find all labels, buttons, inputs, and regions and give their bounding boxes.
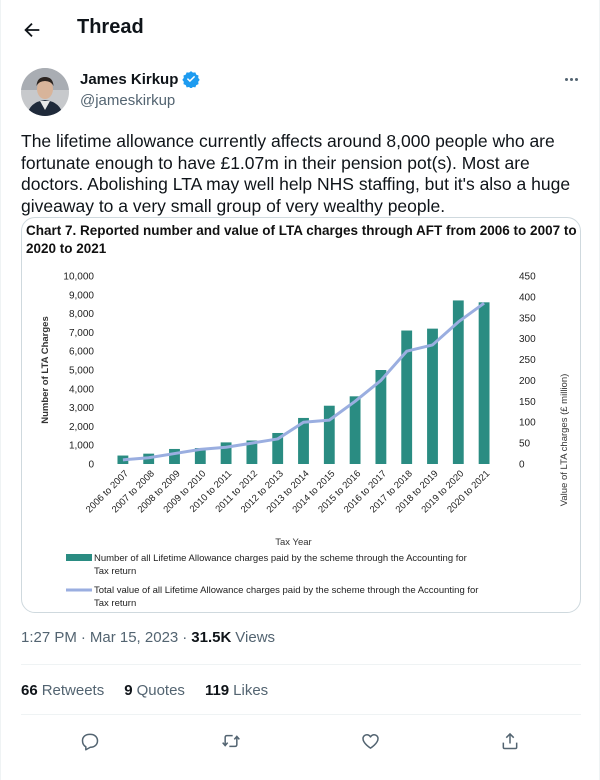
like-button[interactable] [353, 726, 387, 756]
tweet-stats: 66 Retweets 9 Quotes 119 Likes [21, 682, 268, 699]
bar [194, 448, 206, 464]
retweets-count: 66 [21, 682, 38, 699]
legend-label-bar-line-2: Tax return [94, 566, 136, 577]
y-tick-label: 0 [88, 460, 94, 471]
legend-swatch-bar [66, 554, 92, 561]
quotes-count: 9 [124, 682, 133, 699]
y2-tick-label: 400 [519, 292, 536, 303]
tweet-actions [21, 726, 581, 758]
bar [452, 300, 464, 464]
y-axis-label: Number of LTA Charges [40, 316, 51, 424]
like-icon [361, 734, 379, 749]
y2-tick-label: 300 [519, 334, 536, 345]
y-tick-label: 9,000 [69, 290, 94, 301]
retweet-icon [222, 734, 240, 748]
share-button[interactable] [493, 726, 527, 756]
bar [169, 448, 180, 464]
more-dot [574, 77, 578, 81]
tweet-meta: 1:27 PM · Mar 15, 2023 · 31.5K Views [21, 629, 275, 646]
views-label: Views [235, 629, 276, 646]
more-options-button[interactable] [559, 69, 583, 89]
share-icon [502, 732, 518, 750]
author-name-row: James Kirkup [80, 70, 201, 88]
y2-tick-label: 150 [519, 397, 536, 408]
y-tick-label: 5,000 [69, 366, 94, 377]
y-tick-label: 2,000 [69, 422, 94, 433]
tweet-date[interactable]: Mar 15, 2023 [89, 629, 179, 646]
divider [21, 714, 581, 715]
y2-axis-label: Value of LTA charges (£ million) [559, 374, 570, 507]
legend-label-line-line-1: Total value of all Lifetime Allowance ch… [94, 585, 478, 596]
chart-title-line-2: 2020 to 2021 [26, 241, 107, 256]
bar [298, 417, 309, 464]
lta-chart: Chart 7. Reported number and value of LT… [26, 223, 577, 609]
reply-button[interactable] [73, 726, 107, 756]
likes-stat[interactable]: 119 Likes [205, 682, 268, 699]
y2-tick-label: 100 [519, 418, 536, 429]
reply-icon [81, 733, 99, 751]
y-tick-label: 8,000 [69, 309, 94, 320]
back-button[interactable] [19, 17, 45, 43]
divider [21, 664, 581, 665]
chart-title-line-1: Chart 7. Reported number and value of LT… [26, 223, 577, 238]
y-tick-label: 1,000 [69, 441, 94, 452]
y2-tick-label: 450 [519, 272, 536, 283]
x-axis-label: Tax Year [275, 537, 311, 548]
y2-tick-label: 200 [519, 376, 536, 387]
retweets-label: Retweets [41, 682, 105, 699]
bar [246, 440, 258, 464]
quotes-stat[interactable]: 9 Quotes [124, 682, 185, 699]
bar [401, 330, 413, 464]
retweet-button[interactable] [214, 726, 248, 756]
author-name[interactable]: James Kirkup [80, 70, 179, 88]
avatar[interactable] [21, 68, 69, 116]
quotes-label: Quotes [136, 682, 185, 699]
arrow-left-icon [24, 22, 40, 38]
y2-tick-label: 250 [519, 355, 536, 366]
bar [323, 405, 335, 464]
author-handle[interactable]: @jameskirkup [80, 92, 176, 109]
y-tick-label: 10,000 [63, 272, 94, 283]
page-title: Thread [77, 16, 144, 38]
y-tick-label: 7,000 [69, 328, 94, 339]
more-dot [564, 77, 568, 81]
legend-label-line-line-2: Tax return [94, 598, 136, 609]
bar [478, 302, 490, 464]
y2-tick-label: 50 [519, 439, 531, 450]
y2-tick-label: 350 [519, 313, 536, 324]
retweets-stat[interactable]: 66 Retweets [21, 682, 104, 699]
tweet-text: The lifetime allowance currently affects… [21, 131, 571, 216]
verified-badge-icon [182, 70, 201, 88]
bar [220, 442, 232, 464]
tweet-time[interactable]: 1:27 PM [21, 629, 77, 646]
y-tick-label: 4,000 [69, 384, 94, 395]
views-count: 31.5K [191, 629, 232, 646]
y-tick-label: 3,000 [69, 403, 94, 414]
avatar-image [21, 68, 69, 116]
likes-count: 119 [204, 682, 230, 699]
more-dot [569, 77, 573, 81]
bar [349, 396, 361, 464]
y-tick-label: 6,000 [69, 347, 94, 358]
meta-separator: · [80, 629, 86, 646]
legend-label-bar-line-1: Number of all Lifetime Allowance charges… [94, 553, 467, 564]
meta-separator: · [182, 629, 188, 646]
thread-header: Thread [1, 0, 600, 58]
likes-label: Likes [233, 682, 269, 699]
bar [427, 328, 438, 464]
bar [272, 432, 284, 464]
series-line [122, 301, 485, 462]
tweet-image[interactable]: Chart 7. Reported number and value of LT… [21, 217, 581, 613]
bar [375, 370, 387, 464]
y2-tick-label: 0 [519, 460, 525, 471]
